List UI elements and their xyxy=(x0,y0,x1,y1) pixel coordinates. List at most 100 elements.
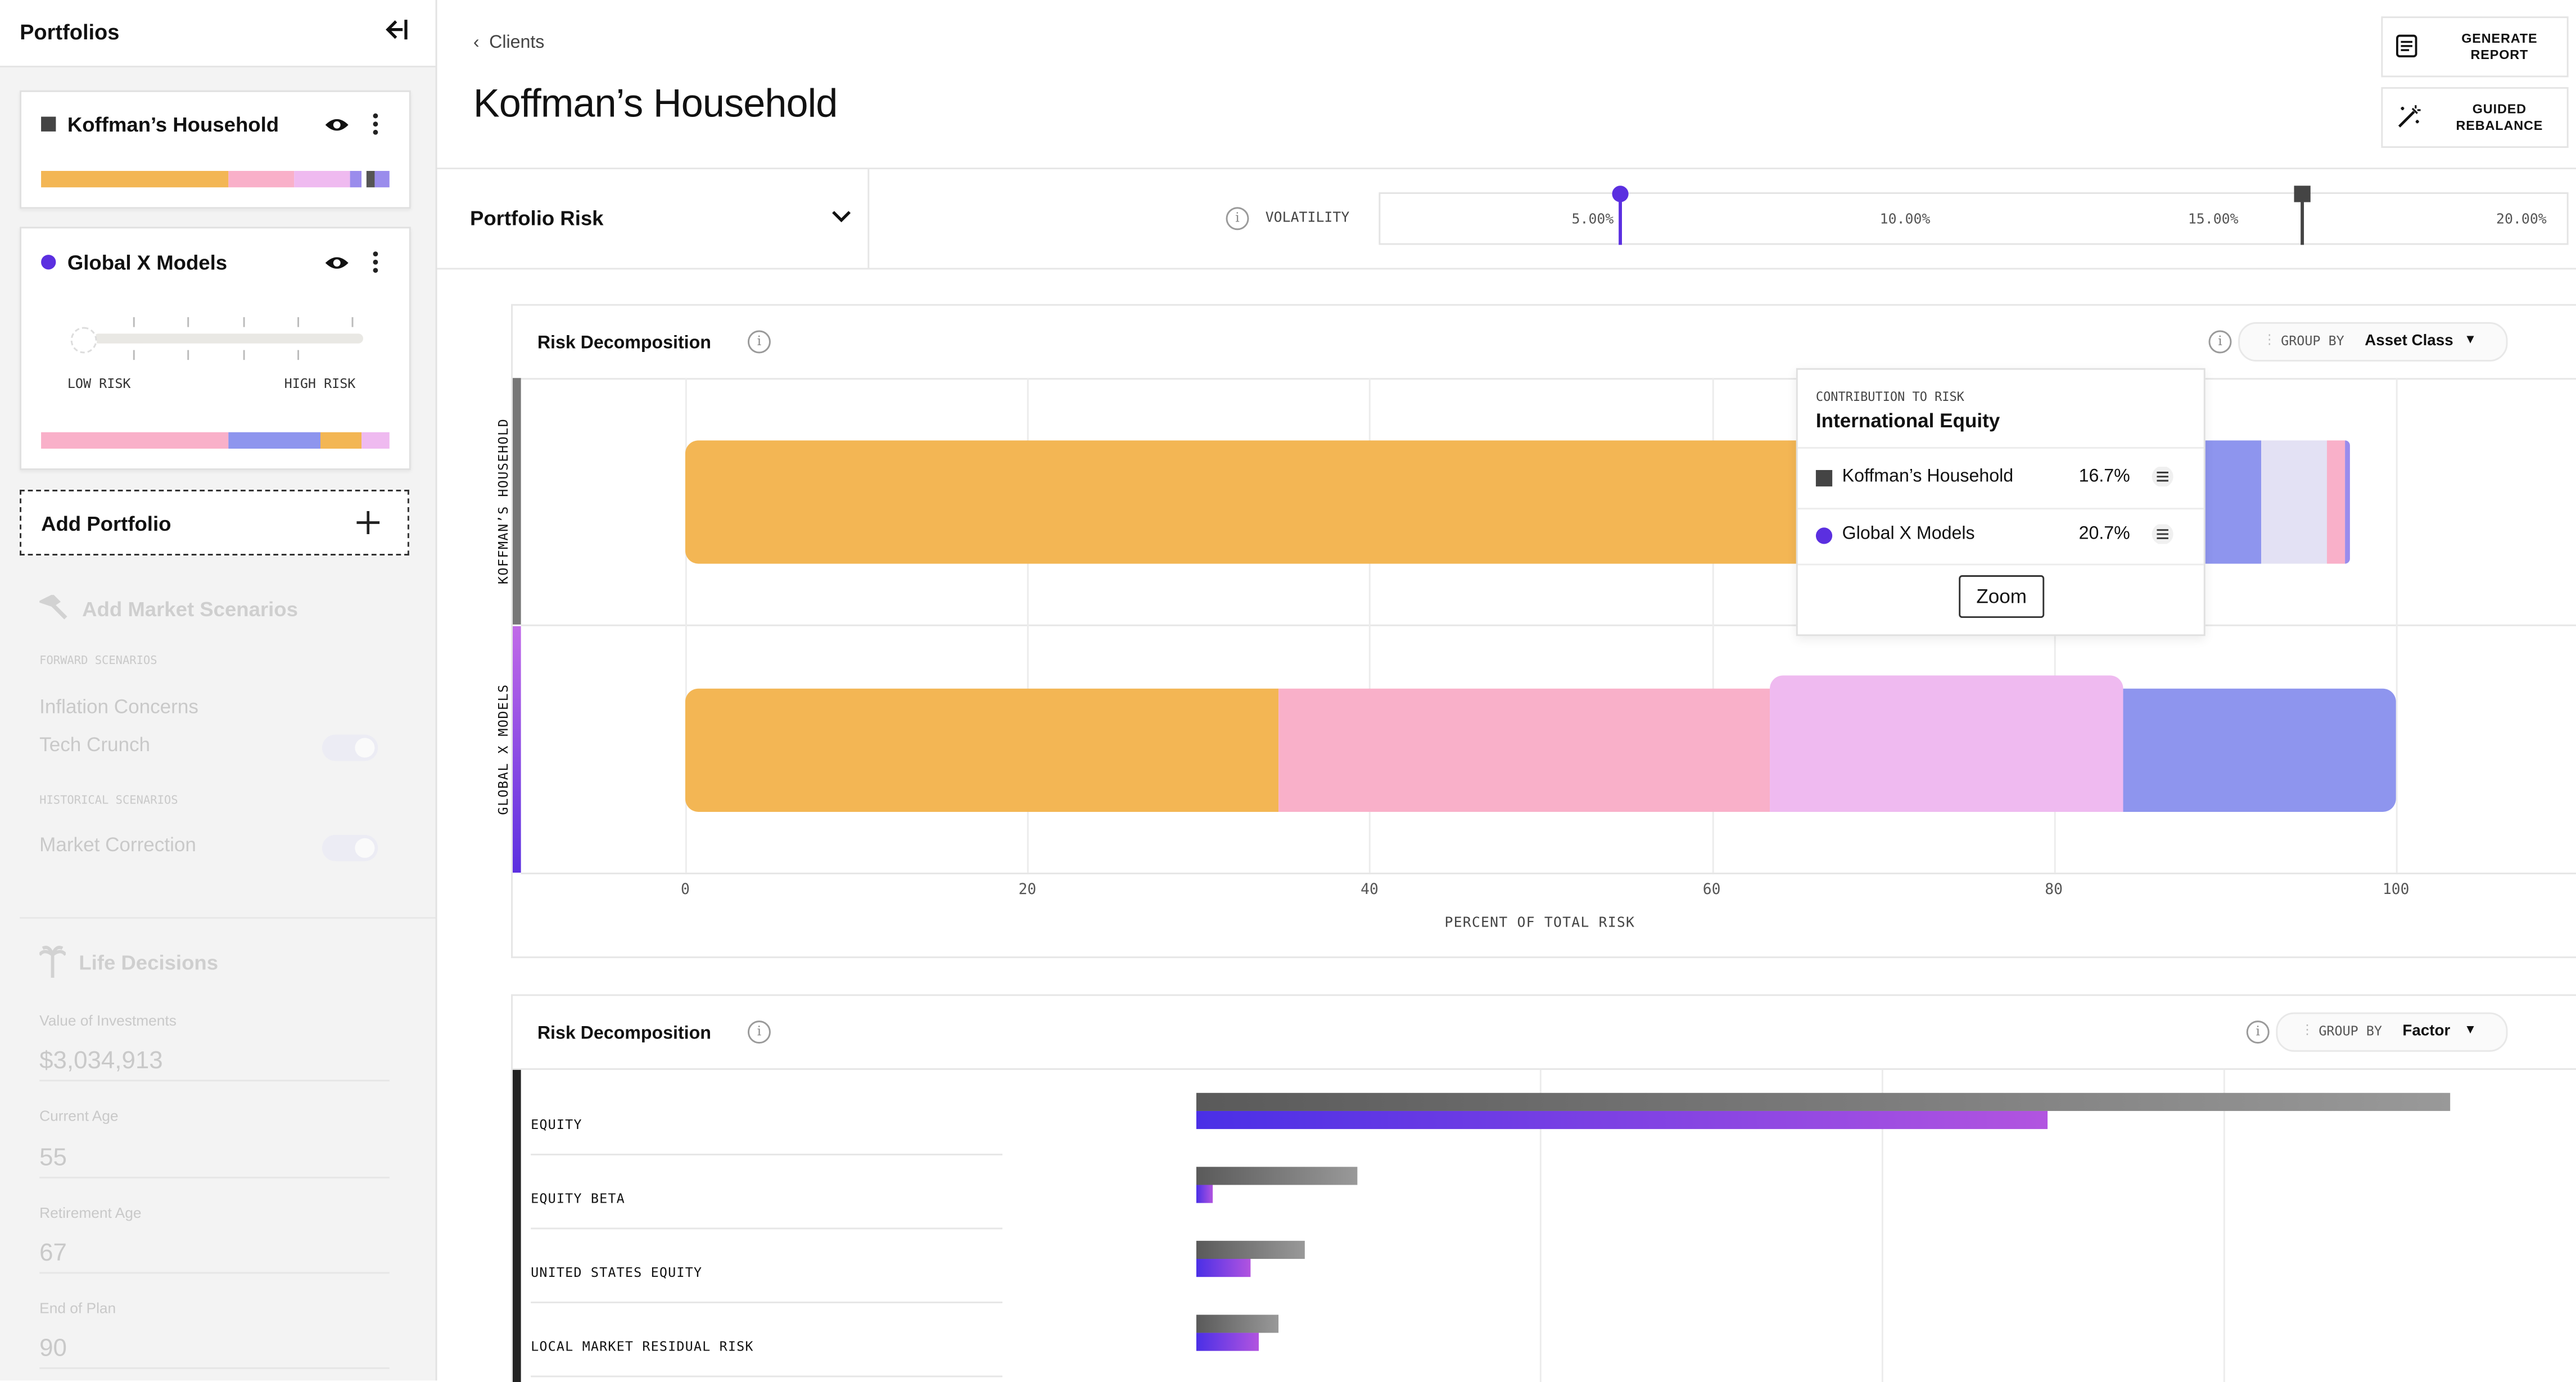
risk-decomposition-asset-panel: Risk Decomposition i i ⋮ GROUP BY Asset … xyxy=(496,304,2576,959)
bar-segment[interactable] xyxy=(685,440,1871,564)
koffman-volatility-marker[interactable] xyxy=(2292,186,2312,245)
breadcrumb-clients[interactable]: Clients xyxy=(489,33,545,53)
bar-segment[interactable] xyxy=(2344,440,2350,564)
factor-chart: EQUITY EQUITY BETA UNITED STATES EQUITY LOC… xyxy=(512,1069,2576,1382)
contribution-tooltip: CONTRIBUTION TO RISK International Equit… xyxy=(1796,368,2206,636)
category-color-strip xyxy=(512,626,521,873)
factor-bar-koffman[interactable] xyxy=(1196,1240,1305,1259)
add-portfolio-label: Add Portfolio xyxy=(41,512,171,536)
field-underline xyxy=(39,1272,390,1274)
portfolio-card-koffman[interactable]: Koffman’s Household xyxy=(20,90,411,209)
retirement-age-input[interactable]: 67 xyxy=(39,1239,67,1267)
portfolio-marker-dot xyxy=(1815,527,1833,544)
bar-segment[interactable] xyxy=(2328,440,2345,564)
visibility-eye-icon[interactable] xyxy=(324,117,350,133)
bar-segment[interactable] xyxy=(2261,440,2328,564)
row-divider xyxy=(531,1375,1003,1378)
allocation-segment xyxy=(229,432,320,449)
factor-bar-koffman[interactable] xyxy=(1196,1092,2451,1111)
gridline xyxy=(1539,1069,1542,1382)
allocation-segment xyxy=(361,432,390,449)
portfolio-risk-label: Portfolio Risk xyxy=(469,207,604,231)
allocation-bar xyxy=(41,432,390,449)
factor-bar-koffman[interactable] xyxy=(1196,1315,1279,1333)
volatility-tick: 10.00% xyxy=(1879,212,1931,229)
portfolio-card-global-x[interactable]: Global X Models LOW RISK HIGH RISK xyxy=(20,227,411,470)
volatility-track[interactable]: 5.00% 10.00% 15.00% 20.00% xyxy=(1379,186,2569,245)
info-icon[interactable]: i xyxy=(1226,207,1249,231)
bar-segment[interactable] xyxy=(685,688,1279,812)
scenario-market-correction[interactable]: Market Correction xyxy=(39,833,196,856)
group-by-select[interactable]: ⋮ GROUP BY Factor ▾ xyxy=(2276,1012,2508,1052)
current-age-input[interactable]: 55 xyxy=(39,1144,67,1172)
zoom-button[interactable]: Zoom xyxy=(1959,575,2045,618)
plus-icon xyxy=(356,511,380,534)
sidebar-header: Portfolios xyxy=(0,0,436,67)
collapse-left-icon[interactable] xyxy=(379,15,409,44)
bar-segment[interactable] xyxy=(1770,675,2124,812)
allocation-segment xyxy=(41,432,229,449)
guided-rebalance-button[interactable]: GUIDED REBALANCE xyxy=(2381,87,2569,148)
panel-header: Risk Decomposition i i ⋮ GROUP BY Asset … xyxy=(512,306,2576,380)
axis-line xyxy=(521,873,2576,875)
x-tick-label: 60 xyxy=(1702,882,1721,899)
group-by-select[interactable]: ⋮ GROUP BY Asset Class ▾ xyxy=(2238,322,2508,362)
tech-crunch-toggle[interactable] xyxy=(322,734,378,761)
market-correction-toggle[interactable] xyxy=(322,834,378,861)
category-label: GLOBAL X MODELS xyxy=(496,684,512,815)
add-portfolio-button[interactable]: Add Portfolio xyxy=(20,490,409,555)
chevron-down-icon xyxy=(832,211,851,223)
factor-rows: EQUITY EQUITY BETA UNITED STATES EQUITY LOC… xyxy=(513,1069,2576,1382)
bars-layer: 0 20 40 60 80 100 xyxy=(513,378,2576,956)
visibility-eye-icon[interactable] xyxy=(324,255,350,271)
end-of-plan-input[interactable]: 90 xyxy=(39,1334,67,1363)
asset-class-chart: KOFFMAN’S HOUSEHOLD GLOBAL X MODELS 0 20 4… xyxy=(496,378,2576,956)
scenario-inflation-concerns[interactable]: Inflation Concerns xyxy=(39,695,198,719)
value-of-investments-input[interactable]: $3,034,913 xyxy=(39,1046,163,1075)
portfolio-risk-dropdown[interactable]: Portfolio Risk xyxy=(437,169,870,268)
x-tick-label: 100 xyxy=(2382,882,2410,899)
info-icon[interactable]: i xyxy=(2246,1020,2270,1044)
tooltip-row-name: Global X Models xyxy=(1842,524,1975,544)
generate-report-label: GENERATE REPORT xyxy=(2461,31,2538,63)
more-options-icon[interactable] xyxy=(373,113,380,137)
gridline xyxy=(1370,378,1371,873)
factor-bar-koffman[interactable] xyxy=(1196,1167,1358,1185)
x-tick-label: 40 xyxy=(1361,882,1379,899)
bar-segment[interactable] xyxy=(2123,688,2396,812)
global-x-volatility-marker[interactable] xyxy=(1611,186,1630,245)
tooltip-title: International Equity xyxy=(1815,409,2000,432)
breadcrumb[interactable]: ‹ Clients xyxy=(473,33,545,52)
historical-scenarios-label: HISTORICAL SCENARIOS xyxy=(39,793,178,807)
list-details-icon[interactable] xyxy=(2151,524,2174,544)
forward-scenarios-label: FORWARD SCENARIOS xyxy=(39,654,157,667)
allocation-segment xyxy=(229,170,294,188)
category-color-strip xyxy=(512,378,521,625)
factor-label: EQUITY xyxy=(531,1117,582,1132)
tooltip-row-value: 16.7% xyxy=(2078,467,2130,487)
factor-bar-global-x[interactable] xyxy=(1196,1185,1213,1203)
gridline xyxy=(1881,1069,1883,1382)
info-icon[interactable]: i xyxy=(2208,330,2232,354)
volatility-tick: 20.00% xyxy=(2496,212,2547,229)
info-icon[interactable]: i xyxy=(747,1020,771,1044)
generate-report-button[interactable]: GENERATE REPORT xyxy=(2381,16,2569,78)
portfolio-marker-square xyxy=(1815,469,1833,487)
more-options-icon[interactable] xyxy=(373,251,380,274)
factor-bar-global-x[interactable] xyxy=(1196,1333,1260,1351)
list-details-icon[interactable] xyxy=(2151,467,2174,487)
info-icon[interactable]: i xyxy=(747,330,771,354)
factor-bar-global-x[interactable] xyxy=(1196,1259,1251,1277)
portfolio-name: Koffman’s Household xyxy=(67,113,279,137)
field-underline xyxy=(39,1176,390,1178)
allocation-segment xyxy=(375,170,390,188)
factor-bar-global-x[interactable] xyxy=(1196,1110,2048,1130)
market-scenarios-title: Add Market Scenarios xyxy=(82,598,298,621)
scenario-tech-crunch[interactable]: Tech Crunch xyxy=(39,733,151,756)
field-underline xyxy=(39,1367,390,1369)
bar-segment[interactable] xyxy=(1278,688,1770,812)
palm-tree-icon xyxy=(39,946,66,978)
risk-decomposition-factor-panel: Risk Decomposition i i ⋮ GROUP BY Factor… xyxy=(511,994,2576,1382)
field-label: End of Plan xyxy=(39,1300,116,1317)
main-content: ‹ Clients Koffman’s Household GENERATE RE… xyxy=(437,0,2576,1382)
